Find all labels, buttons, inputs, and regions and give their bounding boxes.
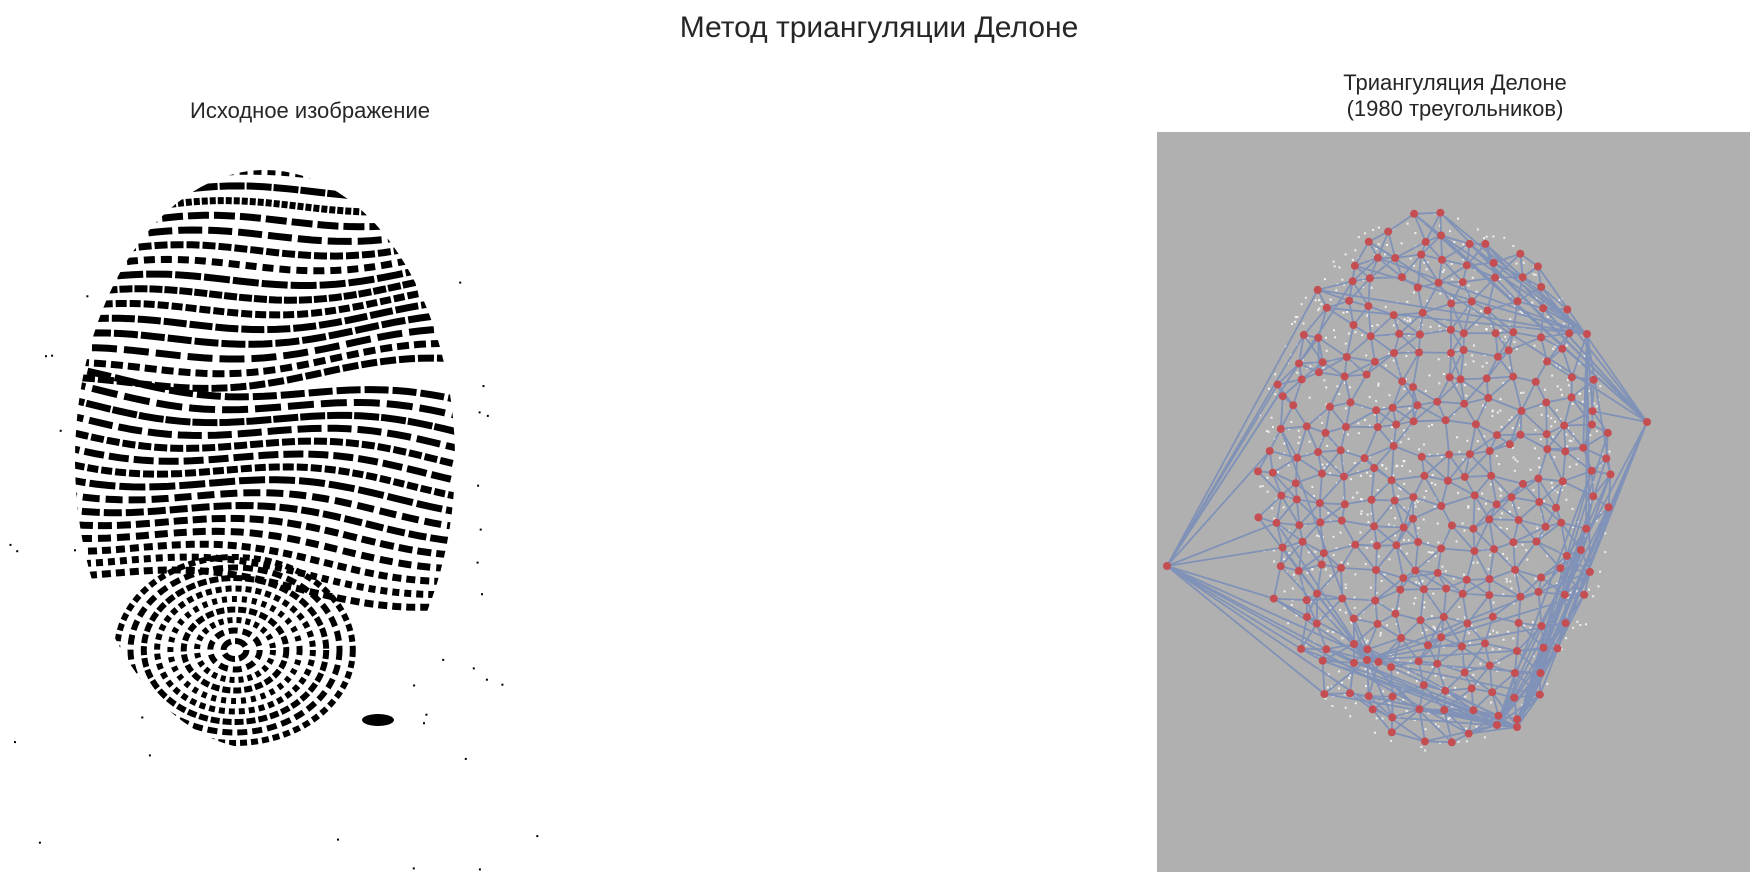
triangulation-vertices xyxy=(1163,208,1651,747)
fingerprint-ridge-group xyxy=(75,170,455,746)
fingerprint-image xyxy=(0,130,620,885)
triangle-edges xyxy=(1166,211,1648,744)
left-panel-title: Исходное изображение xyxy=(190,98,430,123)
right-panel-title: Триангуляция Делоне (1980 треугольников) xyxy=(1343,70,1567,121)
figure-title: Метод триангуляции Делоне xyxy=(679,11,1079,44)
delaunay-triangulation-image xyxy=(1157,132,1750,872)
fingerprint-ridges xyxy=(9,170,539,871)
triangulation-mesh xyxy=(1163,208,1651,752)
